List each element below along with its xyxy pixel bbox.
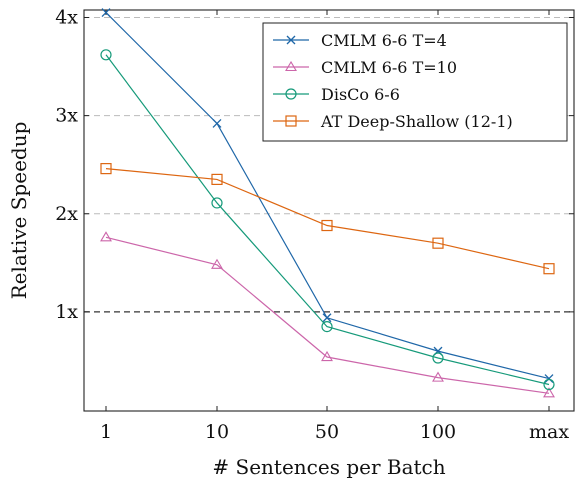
- legend-label: DisCo 6-6: [321, 85, 400, 104]
- legend-marker-2: [285, 88, 297, 100]
- data-point-2-2: [321, 320, 333, 333]
- tick-labels: 1x 2x 3x 4x 1 10 50 100 max: [55, 7, 569, 444]
- x-tick-label: 10: [205, 421, 229, 443]
- series-2: [100, 49, 555, 391]
- legend-item-0: CMLM 6-6 T=4: [273, 31, 447, 50]
- x-tick-label: 1: [100, 421, 112, 443]
- legend: CMLM 6-6 T=4 CMLM 6-6 T=10 DisCo 6-6 AT Dee…: [262, 22, 568, 142]
- series-line-1: [105, 236, 550, 394]
- legend-label: CMLM 6-6 T=10: [321, 58, 457, 77]
- series-1: [100, 231, 555, 398]
- legend-box: [262, 22, 568, 142]
- data-point-2-3: [432, 352, 444, 364]
- x-axis-title: # Sentences per Batch: [212, 455, 445, 479]
- data-point-1-1: [211, 258, 223, 269]
- legend-marker-1: [285, 60, 297, 72]
- data-point-0-0: [101, 8, 111, 18]
- data-point-0-1: [212, 119, 222, 128]
- data-point-3-4: [543, 263, 555, 275]
- data-point-1-4: [543, 387, 555, 398]
- legend-label: AT Deep-Shallow (12-1): [320, 112, 513, 131]
- data-point-1-2: [321, 350, 333, 362]
- legend-label: CMLM 6-6 T=4: [321, 31, 447, 50]
- series-line-3: [105, 168, 550, 270]
- plot-frame: [83, 9, 575, 412]
- y-tick-label: 1x: [55, 301, 78, 323]
- x-tick-label: 100: [420, 421, 456, 443]
- legend-item-1: CMLM 6-6 T=10: [273, 58, 457, 77]
- series-3: [100, 163, 555, 275]
- data-point-1-3: [432, 371, 444, 382]
- data-point-0-4: [544, 374, 554, 384]
- y-axis-title: Relative Speedup: [7, 122, 31, 300]
- y-tick-label: 4x: [55, 7, 78, 29]
- x-tick-label: 50: [315, 421, 339, 443]
- data-point-2-0: [100, 49, 112, 61]
- data-point-2-4: [543, 378, 555, 391]
- data-point-3-0: [100, 163, 112, 175]
- data-point-3-3: [432, 237, 444, 249]
- data-point-2-1: [211, 197, 223, 209]
- legend-marker-3: [285, 115, 297, 127]
- data-point-1-0: [100, 231, 112, 242]
- y-tick-label: 3x: [55, 105, 78, 127]
- legend-item-2: DisCo 6-6: [273, 85, 400, 104]
- series-line-2: [105, 54, 550, 386]
- data-point-3-2: [321, 219, 333, 232]
- legend-item-3: AT Deep-Shallow (12-1): [273, 112, 513, 131]
- data-point-3-1: [211, 173, 223, 186]
- y-tick-label: 2x: [55, 203, 78, 225]
- legend-marker-0: [286, 35, 296, 45]
- data-point-0-2: [322, 313, 332, 323]
- series-lines: [100, 8, 555, 398]
- x-tick-label: max: [529, 421, 569, 443]
